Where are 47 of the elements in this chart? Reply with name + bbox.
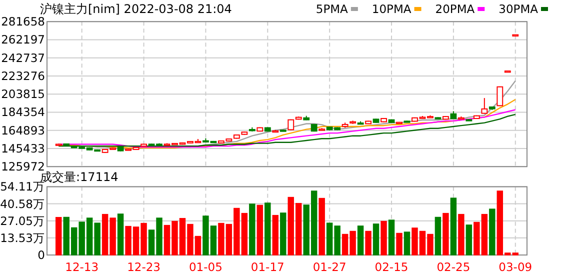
bar	[272, 214, 278, 256]
legend-label: 30PMA	[498, 2, 538, 16]
legend-label: 10PMA	[372, 2, 412, 16]
bar	[249, 204, 256, 256]
y-tick-label: 203815	[1, 87, 45, 102]
legend-label: 20PMA	[435, 2, 475, 16]
bar	[466, 224, 472, 256]
bar	[280, 212, 286, 256]
y-tick-label: 27.05万	[0, 214, 45, 228]
bar	[434, 216, 442, 256]
x-tick-label: 01-05	[189, 260, 222, 274]
y-tick-label: 0	[38, 248, 45, 262]
bar	[365, 230, 372, 256]
bar	[372, 224, 380, 256]
x-tick-label: 01-17	[250, 260, 284, 274]
y-tick-label: 242737	[1, 50, 45, 65]
x-tick-label: 03-09	[498, 260, 532, 274]
candlestick	[481, 98, 488, 114]
y-tick-label: 281658	[1, 14, 45, 29]
bar	[117, 214, 124, 256]
x-tick-label: 02-15	[374, 260, 408, 274]
bar	[318, 198, 325, 256]
x-tick-label: 01-27	[312, 260, 346, 274]
legend-label: 5PMA	[316, 2, 348, 16]
bar	[56, 216, 62, 256]
x-tick-label: 12-23	[127, 260, 160, 274]
y-tick-label: 13.53万	[0, 230, 45, 245]
bar	[388, 220, 395, 256]
bar	[380, 220, 387, 256]
bar	[256, 204, 264, 256]
y-tick-label: 223276	[1, 68, 45, 83]
y-tick-label: 262197	[1, 32, 45, 47]
y-tick-label: 145433	[1, 141, 45, 156]
bar	[396, 232, 402, 256]
y-tick-label: 184354	[1, 105, 45, 120]
x-tick-label: 12-13	[65, 260, 99, 274]
chart-title: 沪镍主力[nim] 2022-03-08 21:04	[40, 2, 232, 16]
bar	[458, 214, 464, 256]
bar	[357, 226, 364, 256]
bar	[404, 232, 410, 256]
bar	[450, 198, 457, 256]
bar	[489, 208, 496, 256]
y-tick-label: 164893	[1, 123, 45, 138]
x-tick-label: 02-25	[436, 260, 470, 274]
bar	[442, 212, 449, 256]
bar	[264, 202, 271, 256]
y-tick-label: 40.58万	[0, 196, 45, 211]
